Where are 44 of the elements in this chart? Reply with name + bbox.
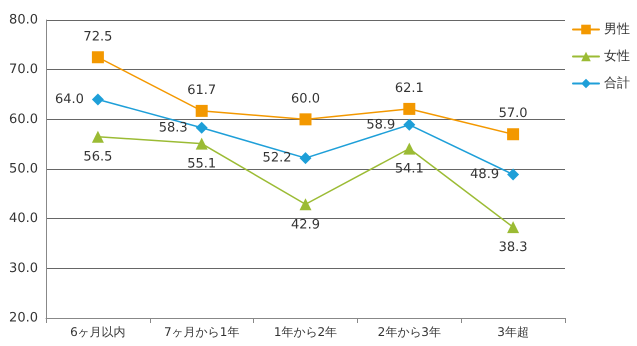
data-label: 58.9 <box>366 117 396 132</box>
point <box>196 122 208 134</box>
point <box>403 142 416 155</box>
legend-label: 男性 <box>604 22 630 37</box>
point <box>507 128 520 140</box>
point <box>196 138 208 150</box>
legend-label: 女性 <box>604 49 630 64</box>
point <box>300 198 312 210</box>
data-label: 38.3 <box>498 240 528 256</box>
legend-label: 合計 <box>604 76 630 91</box>
y-tick-label: 60.0 <box>9 112 38 127</box>
point <box>507 221 520 234</box>
x-tick-label: 1年から2年 <box>274 325 338 339</box>
y-tick-label: 40.0 <box>9 211 38 226</box>
x-tick-label: 2年から3年 <box>378 325 441 339</box>
point <box>92 51 104 64</box>
point <box>507 168 520 180</box>
y-tick-label: 70.0 <box>9 62 38 78</box>
point <box>92 93 104 106</box>
data-label: 48.9 <box>470 166 500 182</box>
data-label: 61.7 <box>187 82 216 98</box>
y-tick-label: 80.0 <box>9 12 38 28</box>
point <box>300 152 312 164</box>
point <box>196 104 208 117</box>
data-label: 57.0 <box>498 106 528 122</box>
data-label: 60.0 <box>291 91 320 106</box>
data-label: 55.1 <box>187 156 216 172</box>
point <box>92 130 104 143</box>
y-tick-label: 30.0 <box>9 260 38 276</box>
data-label: 64.0 <box>54 92 84 107</box>
x-tick-label: 7ヶ月から1年 <box>164 325 240 339</box>
data-label: 58.3 <box>158 120 188 136</box>
x-tick-label: 3年超 <box>497 325 529 339</box>
y-tick-label: 50.0 <box>9 162 38 176</box>
data-label: 52.2 <box>262 150 292 166</box>
data-label: 72.5 <box>83 29 112 44</box>
point <box>403 102 416 115</box>
x-tick-label: 6ヶ月以内 <box>70 325 126 339</box>
point <box>403 118 416 131</box>
data-label: 56.5 <box>83 150 112 165</box>
point <box>300 113 312 126</box>
y-tick-label: 20.0 <box>9 310 38 326</box>
data-label: 62.1 <box>394 80 424 96</box>
data-label: 42.9 <box>291 217 320 232</box>
